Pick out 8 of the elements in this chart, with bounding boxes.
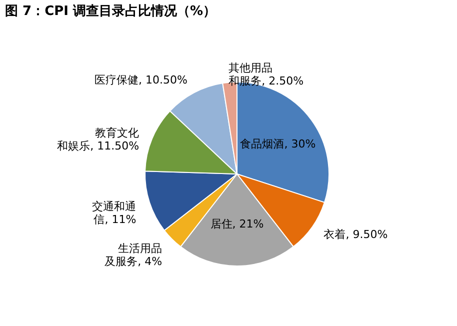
- slice-label: 交通和通信, 11%: [92, 200, 136, 226]
- slice-label: 生活用品及服务, 4%: [104, 242, 162, 268]
- slice-label: 居住, 21%: [210, 218, 264, 231]
- slice-label: 食品烟酒, 30%: [240, 137, 316, 150]
- slice-label: 衣着, 9.50%: [324, 228, 388, 241]
- slice-label: 教育文化和娱乐, 11.50%: [57, 126, 140, 152]
- chart-title: 图 7：CPI 调查目录占比情况（%）: [5, 4, 216, 19]
- slice-label: 医疗保健, 10.50%: [94, 73, 188, 86]
